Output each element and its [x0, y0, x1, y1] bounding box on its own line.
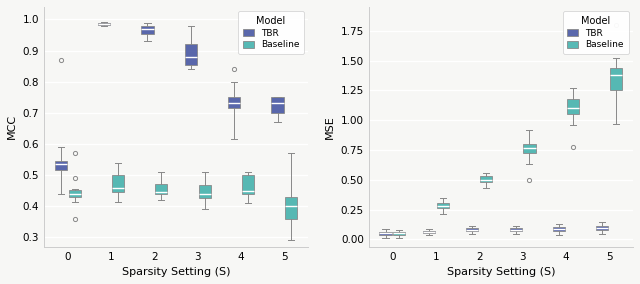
PathPatch shape — [185, 44, 197, 64]
PathPatch shape — [596, 226, 609, 230]
PathPatch shape — [271, 97, 284, 113]
PathPatch shape — [553, 227, 565, 231]
PathPatch shape — [380, 232, 392, 235]
PathPatch shape — [394, 232, 406, 235]
PathPatch shape — [524, 144, 536, 153]
Y-axis label: MCC: MCC — [7, 114, 17, 139]
X-axis label: Sparsity Setting (S): Sparsity Setting (S) — [447, 267, 555, 277]
Legend: TBR, Baseline: TBR, Baseline — [563, 11, 628, 54]
X-axis label: Sparsity Setting (S): Sparsity Setting (S) — [122, 267, 230, 277]
Y-axis label: MSE: MSE — [325, 115, 335, 139]
PathPatch shape — [54, 161, 67, 170]
PathPatch shape — [480, 176, 492, 183]
PathPatch shape — [436, 203, 449, 208]
PathPatch shape — [242, 175, 254, 194]
PathPatch shape — [567, 99, 579, 114]
PathPatch shape — [423, 231, 435, 233]
PathPatch shape — [285, 197, 298, 219]
PathPatch shape — [98, 23, 110, 25]
PathPatch shape — [112, 175, 124, 192]
PathPatch shape — [141, 26, 154, 34]
PathPatch shape — [228, 97, 240, 108]
PathPatch shape — [466, 228, 478, 231]
PathPatch shape — [156, 184, 168, 194]
Legend: TBR, Baseline: TBR, Baseline — [238, 11, 304, 54]
PathPatch shape — [198, 185, 211, 199]
PathPatch shape — [68, 190, 81, 197]
PathPatch shape — [509, 228, 522, 231]
PathPatch shape — [610, 68, 622, 90]
